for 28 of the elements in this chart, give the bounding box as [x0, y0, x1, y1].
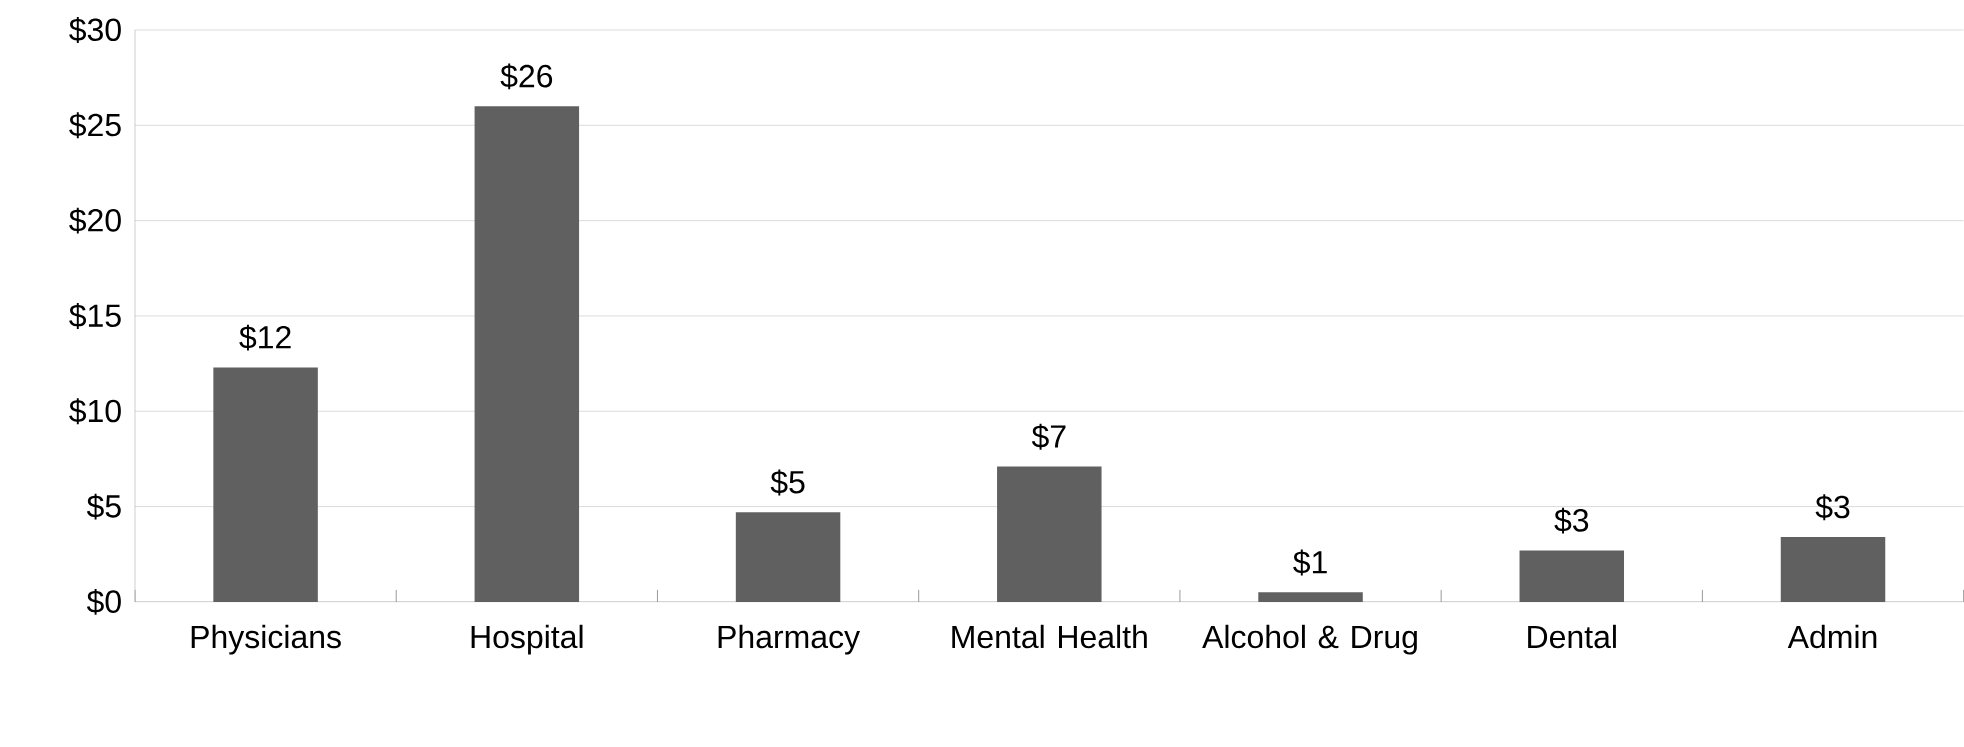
bar	[1258, 592, 1363, 602]
bar	[213, 367, 318, 602]
x-tick-label: Mental Health	[952, 624, 1147, 649]
x-tick-label: Physicians	[191, 624, 341, 655]
data-label: $26	[500, 63, 553, 90]
data-label: $5	[770, 469, 805, 496]
data-label: $3	[1554, 507, 1589, 534]
bar	[1519, 550, 1625, 602]
y-tick-label: $20	[69, 207, 121, 234]
y-tick-label: $15	[69, 303, 121, 329]
x-tick-label: Hospital	[471, 624, 583, 655]
bar	[735, 512, 841, 602]
x-tick-label: Alcohol & Drug	[1202, 624, 1417, 655]
x-tick-label: Admin	[1787, 624, 1877, 649]
y-tick-label: $30	[69, 17, 121, 43]
y-tick-label: $25	[69, 112, 121, 139]
data-label: $3	[1815, 494, 1850, 521]
bar	[1780, 537, 1886, 602]
y-tick-label: $0	[86, 589, 121, 615]
y-tick-label: $10	[69, 398, 121, 425]
data-label: $7	[1031, 423, 1066, 450]
bar	[997, 466, 1102, 602]
x-tick-label: Dental	[1528, 624, 1616, 649]
x-tick-label: Pharmacy	[718, 624, 860, 655]
y-tick-label: $5	[86, 493, 121, 520]
data-label: $12	[239, 324, 291, 351]
bar	[474, 106, 580, 602]
data-label: $1	[1293, 549, 1327, 576]
